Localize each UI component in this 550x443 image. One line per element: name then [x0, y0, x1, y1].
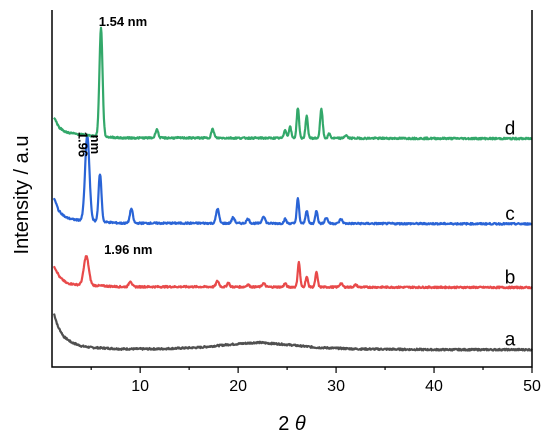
- series-line-a: [52, 313, 533, 352]
- series-line-d: [53, 26, 533, 141]
- series-label-d: d: [505, 119, 516, 140]
- x-tick-label: 40: [425, 378, 443, 395]
- series-label-b: b: [505, 268, 516, 289]
- series-line-c: [52, 133, 533, 226]
- axis-labels: Intensity / a.u 2 θ: [11, 136, 306, 435]
- x-axis-label-symbol: θ: [295, 413, 306, 435]
- x-axis-label-prefix: 2: [278, 413, 295, 435]
- series-label-a: a: [505, 330, 516, 351]
- x-tick-label: 50: [523, 378, 541, 395]
- axes: 10 20 30 40 50: [51, 10, 541, 395]
- x-tick-label: 30: [327, 378, 345, 395]
- peak-annotation: 1.96: [75, 132, 90, 157]
- peak-annotation: 1.54 nm: [99, 14, 147, 29]
- y-axis-label: Intensity / a.u: [11, 136, 33, 255]
- series-line-b: [52, 255, 533, 290]
- x-tick-label: 10: [131, 378, 149, 395]
- peak-annotation: nm: [88, 135, 103, 155]
- x-tick-label: 20: [229, 378, 247, 395]
- series-label-c: c: [505, 204, 515, 225]
- peak-annotation: 1.96 nm: [104, 242, 152, 257]
- axis-frame: [51, 10, 533, 368]
- x-axis-label: 2 θ: [278, 413, 306, 435]
